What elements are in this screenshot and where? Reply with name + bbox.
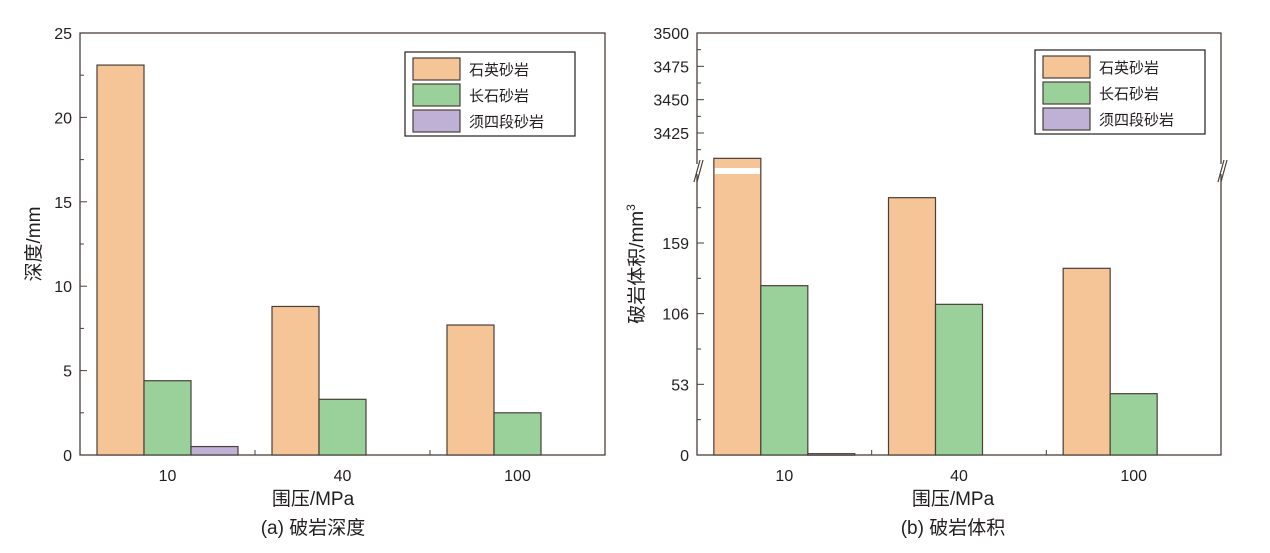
x-tick-label: 40	[334, 468, 352, 485]
bar-0-10	[96, 64, 145, 456]
x-tick-label: 100	[504, 468, 531, 485]
legend-swatch	[1042, 81, 1091, 105]
chart-b-ylabel-text: 破岩体积/mm	[626, 211, 648, 324]
bar-1-10	[760, 285, 809, 456]
y-tick-label: 53	[671, 377, 689, 394]
y-tick-label: 3425	[653, 126, 689, 143]
x-tick-label: 10	[159, 468, 177, 485]
y-tick-label: 3450	[653, 93, 689, 110]
chart-a-depth: 0 5 10 15 20 25 10 40 100 围压/MPa 深度/mm (a) 破岩深度…	[23, 26, 606, 539]
legend-label: 长石砂岩	[1099, 86, 1159, 103]
x-tick-label: 100	[1120, 468, 1147, 485]
bar-0-40	[271, 305, 320, 456]
chart-a-xlabel: 围压/MPa	[272, 489, 355, 510]
bar-1-40	[318, 398, 367, 456]
chart-b-caption: (b) 破岩体积	[901, 517, 1006, 539]
chart-b-ylabel-sup: 3	[624, 204, 638, 211]
y-tick-label: 159	[662, 236, 689, 253]
y-tick-label: 25	[54, 26, 72, 43]
y-tick-label: 3500	[653, 26, 689, 43]
y-tick-label: 0	[63, 448, 72, 465]
legend-swatch	[412, 83, 461, 107]
bar-1-100	[1109, 393, 1158, 456]
bar-0-100	[1062, 267, 1111, 456]
legend-swatch	[412, 109, 461, 133]
bar-1-100	[493, 412, 542, 456]
y-tick-label: 15	[54, 195, 72, 212]
chart-b-volume: 0 53 106 159 3425 3450 3475 3500 10 40 100 围压/MPa…	[624, 26, 1228, 539]
legend-swatch	[412, 57, 461, 81]
legend-label: 石英砂岩	[469, 61, 529, 79]
axis-break-marks	[692, 159, 1228, 183]
y-tick-label: 0	[680, 448, 689, 465]
bar-0-100	[446, 324, 495, 456]
bar-1-40	[934, 303, 984, 456]
y-tick-label: 3475	[653, 59, 689, 76]
bar-2-10	[807, 453, 856, 456]
x-tick-label: 10	[775, 468, 793, 485]
legend-label: 须四段砂岩	[1099, 112, 1174, 129]
chart-b-xlabel: 围压/MPa	[912, 489, 995, 510]
chart-a-ylabel: 深度/mm	[23, 207, 45, 282]
chart-a-caption: (a) 破岩深度	[261, 517, 366, 539]
y-tick-label: 20	[54, 110, 72, 127]
bar-0-40	[887, 197, 937, 456]
x-tick-label: 40	[950, 468, 968, 485]
legend-label: 长石砂岩	[469, 88, 529, 105]
chart-b-ylabel: 破岩体积/mm3	[624, 204, 648, 324]
y-tick-label: 106	[662, 307, 689, 324]
legend-swatch	[1042, 55, 1091, 79]
bar-1-10	[143, 380, 192, 456]
bar-break-gap	[714, 168, 760, 174]
legend-swatch	[1042, 107, 1091, 131]
bar-0-10	[713, 157, 762, 456]
legend-label: 须四段砂岩	[469, 114, 544, 131]
y-tick-label: 5	[63, 364, 72, 381]
legend-label: 石英砂岩	[1099, 59, 1159, 77]
y-tick-label: 10	[54, 279, 72, 296]
bar-2-10	[190, 445, 239, 456]
